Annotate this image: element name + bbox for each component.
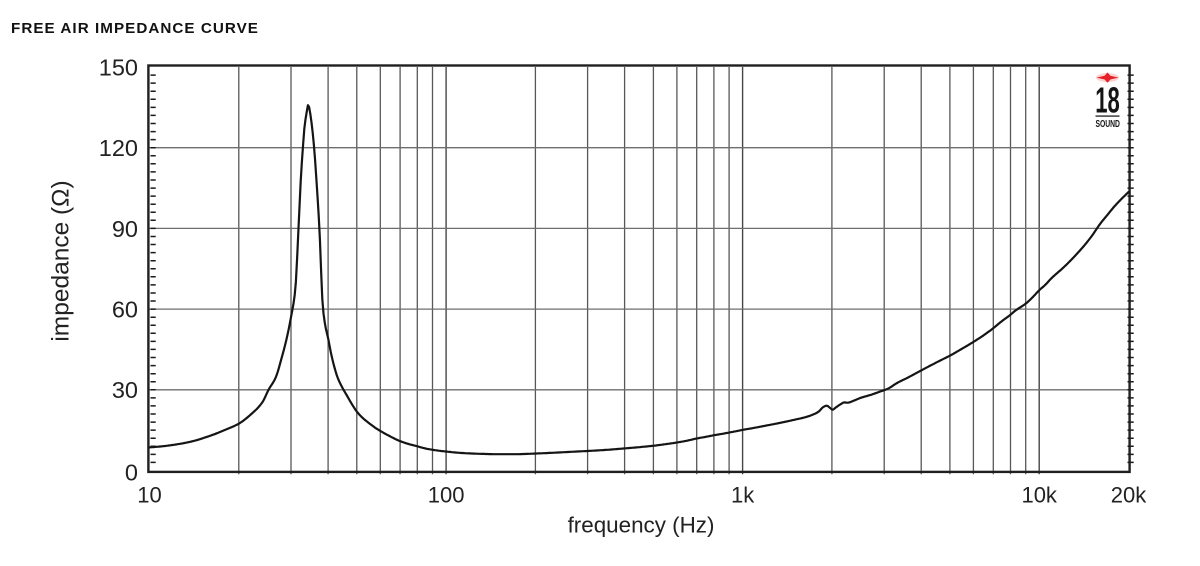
svg-text:0: 0: [125, 459, 138, 485]
svg-text:60: 60: [112, 297, 138, 323]
svg-text:SOUND: SOUND: [1095, 118, 1120, 130]
svg-text:10k: 10k: [1021, 483, 1057, 508]
svg-text:150: 150: [99, 54, 138, 80]
svg-text:120: 120: [99, 135, 138, 161]
svg-text:1k: 1k: [731, 483, 755, 508]
svg-text:20k: 20k: [1111, 483, 1147, 508]
svg-text:frequency (Hz): frequency (Hz): [568, 513, 715, 538]
svg-text:18: 18: [1095, 80, 1120, 121]
svg-text:90: 90: [112, 216, 138, 242]
svg-text:impedance (Ω): impedance (Ω): [48, 180, 75, 341]
svg-text:10: 10: [137, 483, 161, 508]
svg-text:30: 30: [112, 377, 138, 403]
svg-text:FREE AIR IMPEDANCE CURVE: FREE AIR IMPEDANCE CURVE: [11, 20, 259, 37]
svg-text:100: 100: [428, 483, 465, 508]
